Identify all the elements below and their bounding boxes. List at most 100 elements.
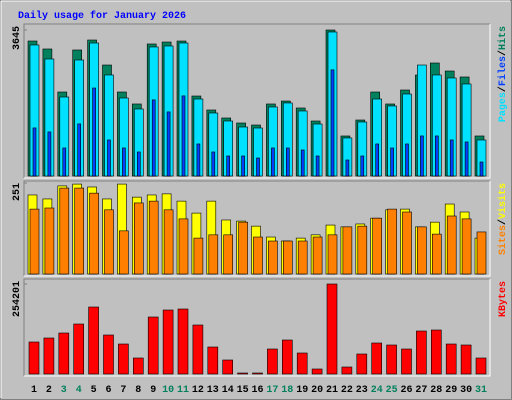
bar [267, 348, 278, 375]
x-tick-label: 29 [445, 385, 457, 396]
bar [43, 337, 55, 375]
bar [312, 236, 323, 275]
y-tick-label: 251 [12, 183, 23, 201]
x-tick-label: 17 [266, 385, 278, 396]
legend-entry: KBytes [498, 281, 509, 317]
legend-separator: / [497, 219, 509, 225]
x-tick-label: 11 [177, 385, 189, 396]
bar [241, 155, 245, 177]
legend-separator: / [497, 86, 509, 92]
bar [285, 147, 290, 177]
panel-bevel [24, 279, 491, 377]
bar [297, 240, 308, 275]
x-tick-label: 21 [326, 385, 338, 396]
panel [24, 279, 490, 376]
bar [315, 155, 320, 177]
bar [434, 135, 439, 177]
bar [177, 308, 189, 375]
bar [196, 143, 201, 177]
bar [256, 157, 260, 177]
bar [445, 343, 457, 375]
x-tick-label: 20 [311, 385, 323, 396]
x-tick-label: 26 [400, 385, 412, 396]
bar [237, 372, 248, 375]
legend-entry: Sites [497, 225, 509, 255]
bar [58, 332, 70, 375]
legend-entry: Visits [497, 183, 509, 219]
bar [47, 131, 52, 177]
bar [89, 192, 99, 275]
bar [151, 99, 156, 177]
chart-title: Daily usage for January 2026 [18, 10, 186, 22]
bar [326, 283, 338, 375]
bar [371, 342, 383, 375]
x-tick-label: 30 [460, 385, 472, 396]
bar [32, 127, 37, 177]
bar [475, 357, 487, 375]
panel-bevel [23, 23, 490, 178]
bar [416, 330, 427, 375]
bar [122, 147, 126, 177]
x-tick-label: 7 [120, 385, 126, 396]
bar [401, 348, 412, 375]
bar [387, 208, 397, 275]
x-tick-label: 5 [91, 385, 97, 396]
bar [223, 234, 233, 275]
bar [476, 231, 487, 275]
x-tick-label: 28 [430, 385, 442, 396]
x-tick-label: 3 [61, 385, 67, 396]
x-tick-label: 31 [475, 385, 487, 396]
bar [390, 147, 394, 177]
bar [281, 339, 293, 375]
x-tick-label: 9 [150, 385, 156, 396]
x-tick-label: 12 [192, 385, 204, 396]
bar [192, 324, 204, 375]
bar [59, 187, 70, 275]
bar [252, 372, 263, 375]
bar [402, 211, 412, 275]
bar [300, 149, 305, 177]
bar [341, 366, 353, 375]
bar [375, 143, 380, 177]
x-tick-label: 10 [162, 385, 174, 396]
bar [166, 111, 171, 177]
bar [357, 225, 368, 275]
legend: Sites/Visits [497, 183, 509, 255]
x-tick-label: 23 [356, 385, 368, 396]
bar [253, 236, 263, 275]
bar [431, 233, 442, 275]
bar [181, 95, 186, 177]
bar [222, 359, 233, 375]
bar [118, 343, 129, 375]
bar [405, 143, 409, 177]
x-tick-label: 6 [105, 385, 111, 396]
bar [137, 151, 141, 177]
bar [446, 215, 457, 275]
panel-bevel [24, 181, 491, 277]
bar [178, 218, 189, 275]
bar [207, 346, 219, 375]
bar [372, 217, 383, 275]
bar [226, 155, 230, 177]
bar [88, 306, 99, 375]
x-tick-label: 13 [207, 385, 219, 396]
bar [420, 135, 424, 177]
x-tick-label: 2 [46, 385, 52, 396]
bar [28, 341, 40, 375]
bar [356, 353, 368, 375]
bar [327, 234, 338, 275]
bar [345, 159, 350, 177]
bar [29, 208, 40, 275]
bar [211, 151, 216, 177]
bar [104, 209, 114, 275]
bar [386, 344, 397, 375]
x-tick-label: 4 [76, 385, 82, 396]
x-tick-label: 1 [31, 385, 37, 396]
bar [360, 155, 365, 177]
x-tick-label: 24 [371, 385, 383, 396]
x-tick-label: 15 [237, 385, 249, 396]
bar [238, 221, 248, 275]
panel-bevel [23, 278, 490, 376]
x-tick-label: 16 [251, 385, 263, 396]
